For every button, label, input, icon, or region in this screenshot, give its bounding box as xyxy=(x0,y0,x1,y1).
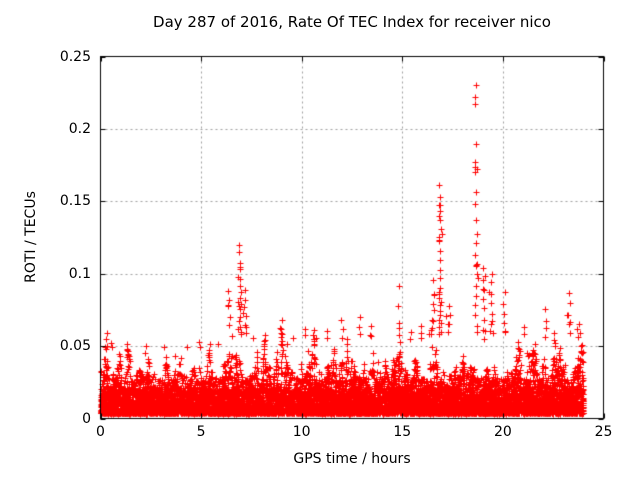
y-tick-label: 0.1 xyxy=(68,265,91,282)
x-tick-label: 20 xyxy=(493,424,512,440)
y-tick-label: 0.2 xyxy=(68,120,91,137)
y-tick-label: 0.05 xyxy=(59,338,91,355)
x-axis-label: GPS time / hours xyxy=(293,451,411,467)
x-tick-label: 10 xyxy=(292,424,311,440)
x-tick-label: 0 xyxy=(96,424,105,440)
x-tick-label: 25 xyxy=(594,424,613,440)
y-tick-label: 0.15 xyxy=(59,193,91,210)
x-tick-label: 15 xyxy=(393,424,412,440)
chart-title: Day 287 of 2016, Rate Of TEC Index for r… xyxy=(153,13,551,31)
y-tick-label: 0 xyxy=(82,410,91,427)
x-tick-label: 5 xyxy=(196,424,206,440)
y-tick-label: 0.25 xyxy=(59,48,91,65)
